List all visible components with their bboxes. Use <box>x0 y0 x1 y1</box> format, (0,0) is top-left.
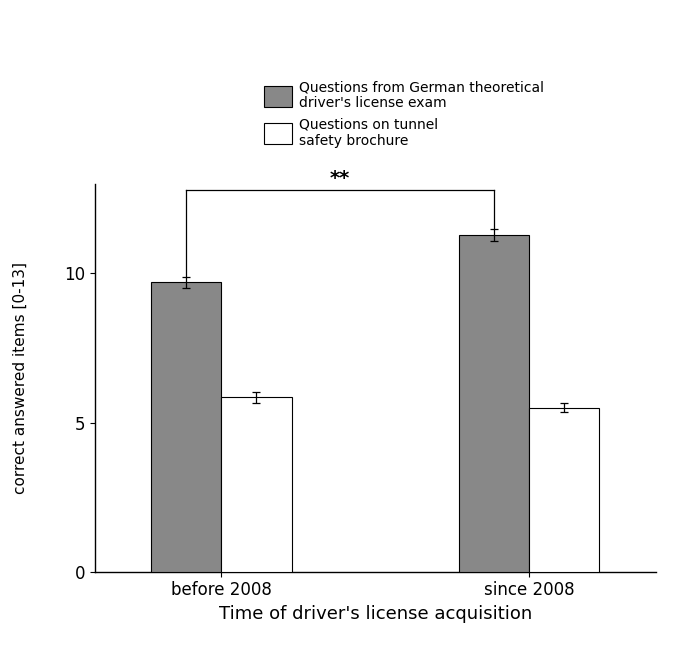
Bar <box>221 397 291 572</box>
Y-axis label: correct answered items [0-13]: correct answered items [0-13] <box>12 261 27 494</box>
Bar <box>459 235 529 572</box>
Legend: Questions from German theoretical
driver's license exam, Questions on tunnel
saf: Questions from German theoretical driver… <box>259 75 550 153</box>
Bar <box>529 407 600 572</box>
X-axis label: Time of driver's license acquisition: Time of driver's license acquisition <box>218 605 532 623</box>
Text: **: ** <box>330 170 350 189</box>
Bar <box>151 283 221 572</box>
